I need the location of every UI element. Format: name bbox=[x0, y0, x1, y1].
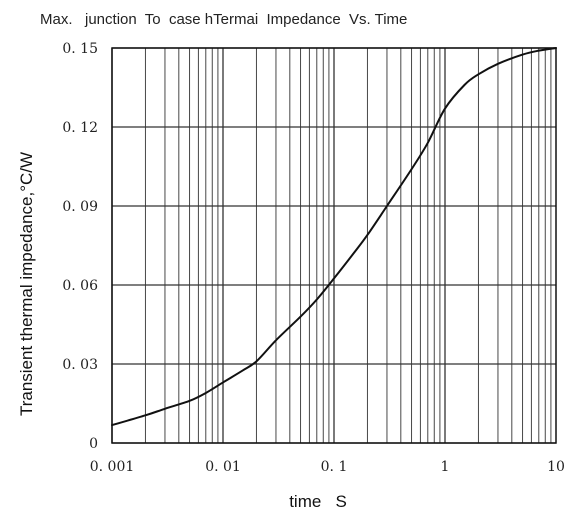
x-axis-ticks: 0. 001 0. 01 0. 1 1 10 bbox=[90, 459, 565, 475]
x-tick-label: 0. 001 bbox=[90, 459, 135, 475]
y-tick-label: 0. 12 bbox=[62, 120, 98, 136]
x-tick-label: 1 bbox=[441, 459, 450, 475]
plot-frame bbox=[111, 47, 557, 444]
y-tick-label: 0. 06 bbox=[62, 278, 98, 294]
y-tick-label: 0. 09 bbox=[62, 199, 98, 215]
x-tick-label: 0. 01 bbox=[205, 459, 241, 475]
grid bbox=[111, 47, 556, 444]
y-tick-label: 0 bbox=[89, 436, 98, 452]
x-axis-label: time S bbox=[289, 492, 347, 511]
y-axis-label: Transient thermal impedance,°C/W bbox=[17, 152, 36, 416]
series-line-thermal-impedance bbox=[111, 47, 557, 427]
y-tick-label: 0. 15 bbox=[62, 41, 98, 57]
chart-title: Max. junction To case hTermai Impedance … bbox=[40, 11, 407, 28]
x-tick-label: 0. 1 bbox=[321, 459, 348, 475]
y-axis-ticks: 0 0. 03 0. 06 0. 09 0. 12 0. 15 bbox=[62, 41, 98, 452]
x-tick-label: 10 bbox=[547, 459, 565, 475]
y-tick-label: 0. 03 bbox=[62, 357, 98, 373]
